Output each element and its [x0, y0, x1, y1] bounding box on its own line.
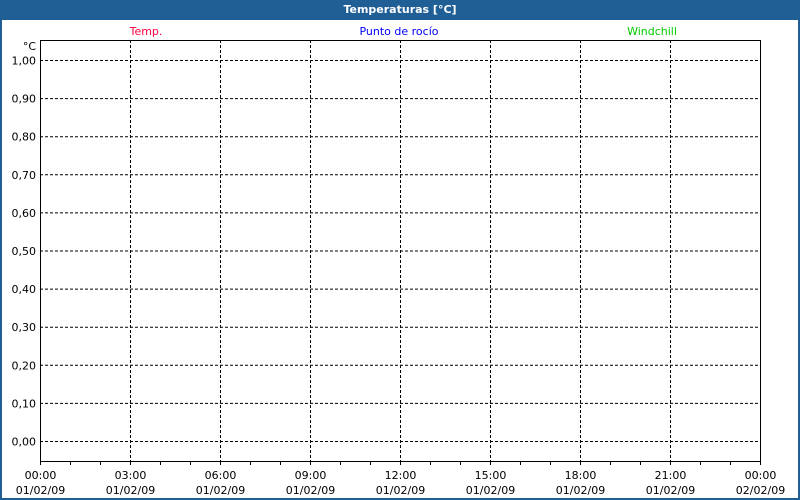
- x-tick-date: 01/02/09: [16, 484, 65, 497]
- legend-punto-de-roc-o: Punto de rocío: [359, 25, 438, 38]
- legend-windchill: Windchill: [627, 25, 677, 38]
- x-tick-time: 15:00: [475, 469, 507, 482]
- x-tick-time: 21:00: [655, 469, 687, 482]
- x-tick-date: 01/02/09: [466, 484, 515, 497]
- x-tick-time: 12:00: [385, 469, 417, 482]
- y-axis-unit: °C: [23, 40, 37, 53]
- x-tick-date: 02/02/09: [736, 484, 785, 497]
- y-tick-label: 0,00: [12, 436, 37, 449]
- legend-temp-: Temp.: [129, 25, 163, 38]
- x-tick-time: 18:00: [565, 469, 597, 482]
- y-tick-label: 0,70: [12, 169, 37, 182]
- plot-area: [40, 40, 761, 462]
- y-tick-label: 0,40: [12, 283, 37, 296]
- y-tick-label: 0,20: [12, 359, 37, 372]
- x-tick-time: 09:00: [295, 469, 327, 482]
- x-tick-date: 01/02/09: [376, 484, 425, 497]
- y-tick-label: 0,90: [12, 93, 37, 106]
- x-tick-time: 00:00: [745, 469, 777, 482]
- x-tick-date: 01/02/09: [106, 484, 155, 497]
- y-tick-label: 0,50: [12, 245, 37, 258]
- x-tick-date: 01/02/09: [556, 484, 605, 497]
- y-tick-label: 1,00: [12, 55, 37, 68]
- y-tick-label: 0,80: [12, 131, 37, 144]
- x-tick-date: 01/02/09: [196, 484, 245, 497]
- x-tick-time: 03:00: [115, 469, 147, 482]
- x-tick-date: 01/02/09: [286, 484, 335, 497]
- y-tick-label: 0,10: [12, 397, 37, 410]
- x-tick-time: 00:00: [25, 469, 57, 482]
- x-tick-time: 06:00: [205, 469, 237, 482]
- x-tick-date: 01/02/09: [646, 484, 695, 497]
- y-tick-label: 0,30: [12, 321, 37, 334]
- window-title: Temperaturas [°C]: [0, 0, 800, 20]
- y-tick-label: 0,60: [12, 207, 37, 220]
